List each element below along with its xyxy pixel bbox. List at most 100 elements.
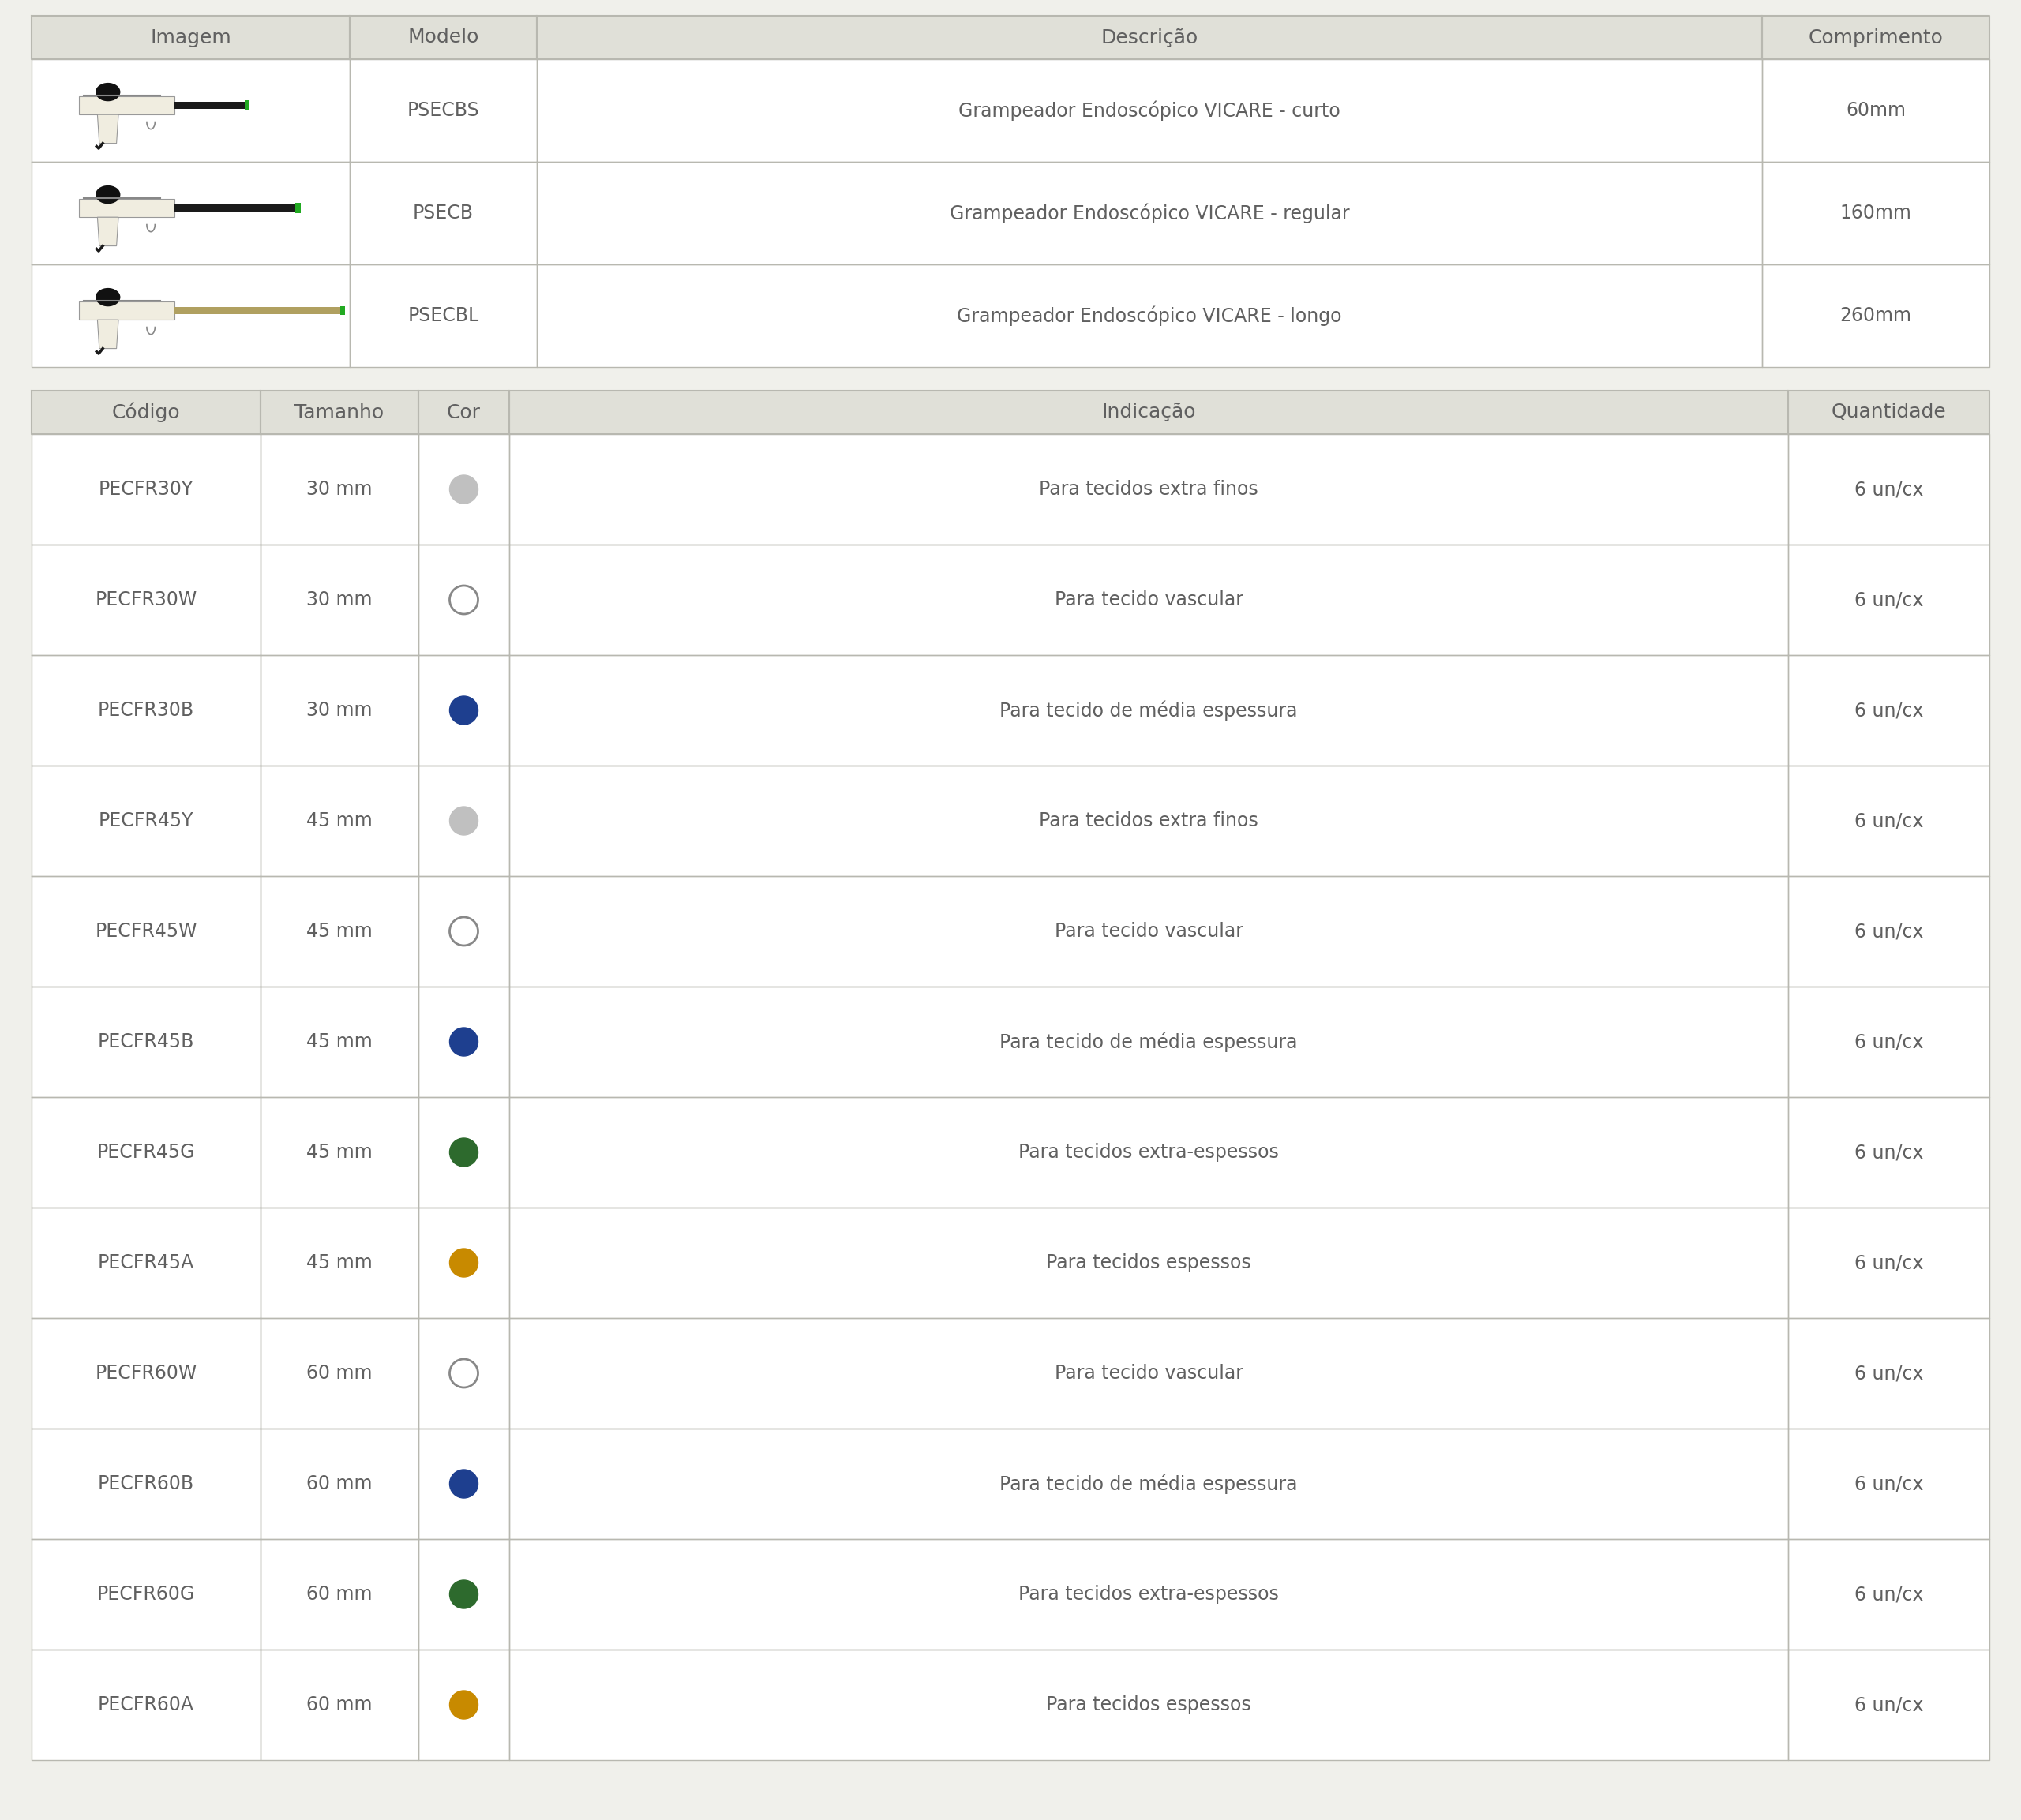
Text: Indicação: Indicação [1101, 402, 1196, 422]
Bar [509, 435, 1789, 544]
Text: PSECB: PSECB [412, 204, 473, 222]
Bar [538, 16, 1762, 60]
Circle shape [449, 1249, 479, 1278]
Text: 45 mm: 45 mm [307, 1143, 372, 1161]
Text: 6 un/cx: 6 un/cx [1853, 480, 1924, 499]
Text: 60 mm: 60 mm [307, 1363, 372, 1383]
Text: 30 mm: 30 mm [307, 590, 372, 610]
Bar [509, 1540, 1789, 1649]
Text: 6 un/cx: 6 un/cx [1853, 1694, 1924, 1714]
Bar [538, 162, 1762, 264]
Text: PECFR60W: PECFR60W [95, 1363, 198, 1383]
Polygon shape [97, 115, 119, 144]
Bar [509, 655, 1789, 766]
Bar [418, 1318, 509, 1429]
Bar [261, 1318, 418, 1429]
Bar [340, 306, 346, 315]
Bar [261, 1097, 418, 1207]
Text: 6 un/cx: 6 un/cx [1853, 590, 1924, 610]
Bar [79, 198, 174, 217]
Text: PECFR45A: PECFR45A [97, 1254, 194, 1272]
Bar [261, 655, 418, 766]
Bar [32, 1097, 261, 1207]
Bar [1789, 544, 1989, 655]
Text: 6 un/cx: 6 un/cx [1853, 1032, 1924, 1052]
Circle shape [449, 806, 479, 835]
Text: PECFR60A: PECFR60A [97, 1694, 194, 1714]
Bar [509, 391, 1789, 435]
Bar [1789, 1540, 1989, 1649]
Circle shape [449, 1691, 479, 1718]
Bar [1762, 264, 1989, 368]
Text: PECFR45W: PECFR45W [95, 923, 198, 941]
Bar [418, 1207, 509, 1318]
Text: 45 mm: 45 mm [307, 1254, 372, 1272]
Text: PSECBL: PSECBL [408, 306, 479, 326]
Circle shape [449, 1580, 479, 1609]
Bar [261, 544, 418, 655]
Circle shape [449, 1028, 479, 1056]
Text: Para tecidos extra-espessos: Para tecidos extra-espessos [1019, 1143, 1279, 1161]
Text: 45 mm: 45 mm [307, 1032, 372, 1052]
Bar [32, 391, 261, 435]
Bar [79, 302, 174, 320]
Text: Para tecido vascular: Para tecido vascular [1055, 590, 1243, 610]
Circle shape [449, 695, 479, 724]
Bar [418, 1097, 509, 1207]
Text: 6 un/cx: 6 un/cx [1853, 812, 1924, 830]
Bar [418, 875, 509, 986]
Text: PSECBS: PSECBS [406, 102, 479, 120]
Bar [295, 204, 301, 213]
Text: Cor: Cor [447, 402, 481, 422]
Bar [1789, 1207, 1989, 1318]
Bar [509, 875, 1789, 986]
Bar [32, 986, 261, 1097]
Text: Para tecidos espessos: Para tecidos espessos [1047, 1694, 1251, 1714]
Bar [32, 1318, 261, 1429]
Text: 30 mm: 30 mm [307, 480, 372, 499]
Bar [350, 16, 538, 60]
Bar [1762, 60, 1989, 162]
Bar [1789, 1429, 1989, 1540]
Bar [509, 1649, 1789, 1760]
Bar [261, 875, 418, 986]
Bar [261, 1207, 418, 1318]
Bar [32, 1649, 261, 1760]
Text: PECFR30B: PECFR30B [97, 701, 194, 719]
Text: PECFR45B: PECFR45B [97, 1032, 194, 1052]
Text: 60 mm: 60 mm [307, 1585, 372, 1603]
Text: Grampeador Endoscópico VICARE - curto: Grampeador Endoscópico VICARE - curto [958, 100, 1340, 120]
Text: 6 un/cx: 6 un/cx [1853, 1143, 1924, 1161]
Text: Para tecido vascular: Para tecido vascular [1055, 1363, 1243, 1383]
Bar [418, 766, 509, 875]
Text: 160mm: 160mm [1839, 204, 1912, 222]
Bar [350, 162, 538, 264]
Text: Grampeador Endoscópico VICARE - longo: Grampeador Endoscópico VICARE - longo [958, 306, 1342, 326]
Circle shape [449, 1138, 479, 1167]
Bar [79, 96, 174, 115]
Text: 260mm: 260mm [1839, 306, 1912, 326]
Text: Comprimento: Comprimento [1809, 27, 1942, 47]
Bar [509, 1429, 1789, 1540]
Text: 6 un/cx: 6 un/cx [1853, 701, 1924, 719]
Bar [32, 162, 350, 264]
Text: 6 un/cx: 6 un/cx [1853, 1474, 1924, 1492]
Ellipse shape [95, 82, 121, 102]
Text: 6 un/cx: 6 un/cx [1853, 1585, 1924, 1603]
Bar [261, 391, 418, 435]
Text: 45 mm: 45 mm [307, 923, 372, 941]
Text: PECFR60B: PECFR60B [97, 1474, 194, 1492]
Bar [1789, 391, 1989, 435]
Bar [261, 986, 418, 1097]
Ellipse shape [95, 288, 121, 306]
Bar [1789, 766, 1989, 875]
Bar [32, 1207, 261, 1318]
Bar [1789, 1649, 1989, 1760]
Text: Código: Código [111, 402, 180, 422]
Bar [509, 544, 1789, 655]
Text: Modelo: Modelo [408, 27, 479, 47]
Text: PECFR45Y: PECFR45Y [99, 812, 194, 830]
Text: Para tecidos espessos: Para tecidos espessos [1047, 1254, 1251, 1272]
Bar [245, 100, 249, 111]
Text: Quantidade: Quantidade [1831, 402, 1946, 422]
